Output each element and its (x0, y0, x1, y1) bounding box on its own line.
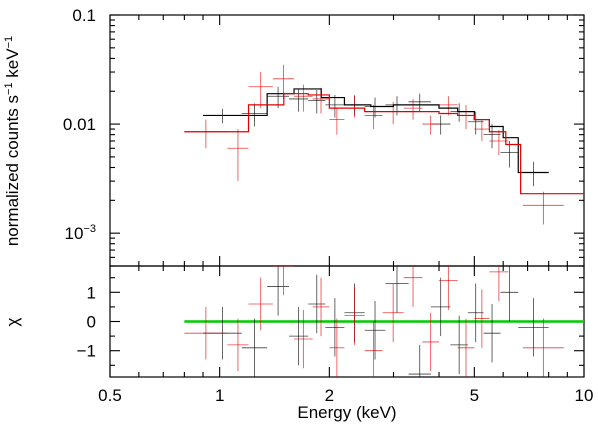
ylabel-part-1: normalized counts s (3, 95, 22, 246)
y-tick-label: 1 (87, 283, 96, 302)
spectrum-frame (109, 14, 585, 267)
x-axis-label: Energy (keV) (297, 403, 396, 422)
ylabel-part-4: −1 (3, 36, 15, 49)
y-tick-label: −1 (77, 342, 96, 361)
ylabel-part-2: −1 (3, 82, 15, 95)
model-line (203, 88, 549, 174)
residual-data (184, 266, 584, 377)
y-axis-label-residual: χ (3, 317, 22, 326)
spectrum-data (184, 64, 584, 225)
x-tick-label: 0.5 (98, 386, 122, 405)
y-tick-label: 10−3 (65, 223, 96, 243)
ylabel-part-3: keV (3, 48, 22, 83)
x-tick-label: 1 (215, 386, 224, 405)
y-tick-label-base: 10 (65, 224, 84, 243)
y-tick-label-exponent: −3 (83, 223, 96, 235)
y-tick-label: 0.01 (63, 115, 96, 134)
y-tick-label: 0 (87, 313, 96, 332)
y-axis-label-spectrum: normalized counts s−1 keV−1 (3, 36, 22, 246)
y-tick-label: 0.1 (72, 6, 96, 25)
x-tick-label: 5 (470, 386, 479, 405)
spectrum-panel: 0.1 0.01 10−3 (63, 6, 585, 267)
model-line (184, 93, 584, 195)
x-tick-label: 10 (575, 386, 594, 405)
x-tick-label: 2 (325, 386, 334, 405)
